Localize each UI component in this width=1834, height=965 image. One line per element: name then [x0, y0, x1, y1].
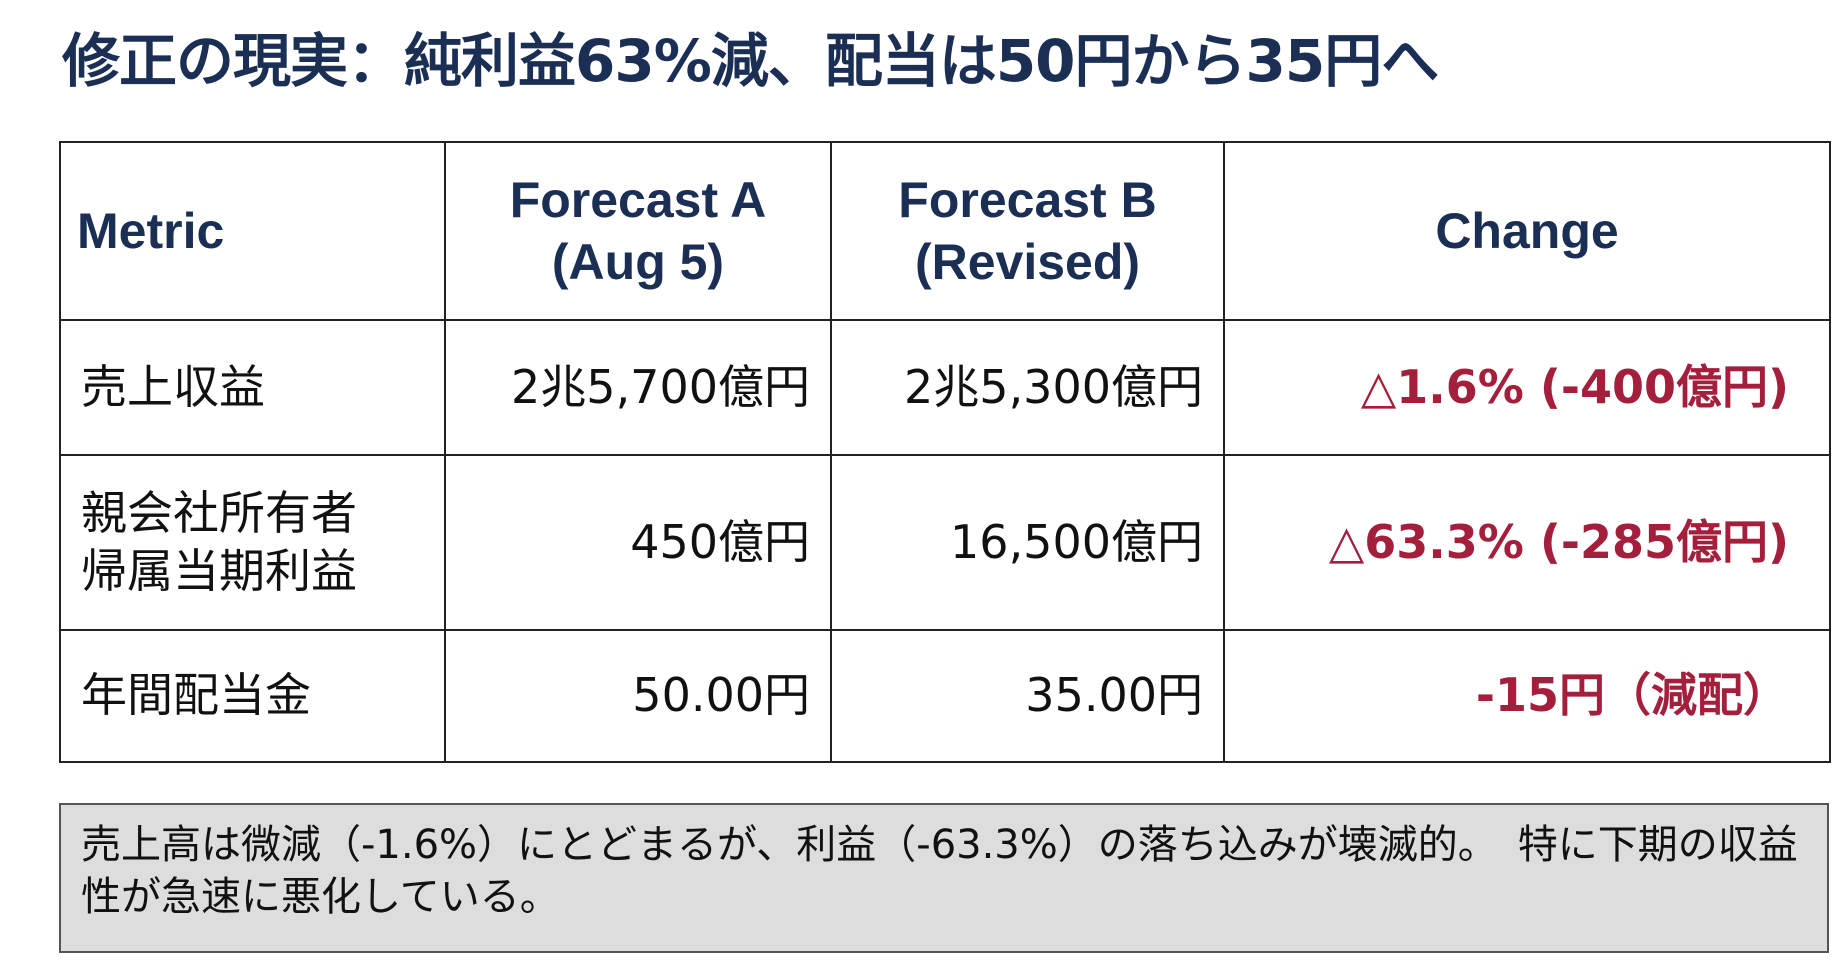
value-cell: 16,500億円: [830, 454, 1225, 631]
header-line: (Revised): [914, 234, 1141, 290]
value-cell: 450億円: [444, 454, 832, 631]
value-cell: 50.00円: [444, 629, 832, 763]
change-cell: △63.3% (-285億円): [1223, 454, 1831, 631]
metric-cell: 年間配当金: [59, 629, 446, 763]
header-cell: Forecast B (Revised): [830, 141, 1225, 321]
table-row: 売上収益 2兆5,700億円 2兆5,300億円 △1.6% (-400億円): [59, 319, 1831, 456]
change-cell: -15円（減配）: [1223, 629, 1831, 763]
metric-cell: 親会社所有者 帰属当期利益: [59, 454, 446, 631]
header-line: Forecast A: [509, 171, 767, 228]
header-line: Forecast B: [898, 171, 1157, 228]
header-cell: Forecast A (Aug 5): [444, 141, 832, 321]
value-cell: 2兆5,300億円: [830, 319, 1225, 456]
header-cell: Change: [1223, 141, 1831, 321]
header-row: Metric Forecast A (Aug 5) Forecast B (Revi…: [59, 141, 1831, 321]
value-cell: 2兆5,700億円: [444, 319, 832, 456]
table-row: 年間配当金 50.00円 35.00円 -15円（減配）: [59, 629, 1831, 763]
header-line: (Aug 5): [551, 234, 725, 290]
metric-line: 親会社所有者: [81, 486, 357, 540]
table-row: 親会社所有者 帰属当期利益 450億円 16,500億円 △63.3% (-285…: [59, 454, 1831, 631]
header-cell: Metric: [59, 141, 446, 321]
forecast-table: Metric Forecast A (Aug 5) Forecast B (Revi…: [59, 141, 1831, 763]
metric-line: 帰属当期利益: [81, 543, 357, 598]
metric-cell: 売上収益: [59, 319, 446, 456]
value-cell: 35.00円: [830, 629, 1225, 763]
title: 修正の現実：純利益63%減、配当は50円から35円へ: [62, 27, 1439, 95]
change-cell: △1.6% (-400億円): [1223, 319, 1831, 456]
summary-note: 売上高は微減（-1.6%）にとどまるが、利益（-63.3%）の落ち込みが壊滅的。…: [59, 803, 1829, 953]
